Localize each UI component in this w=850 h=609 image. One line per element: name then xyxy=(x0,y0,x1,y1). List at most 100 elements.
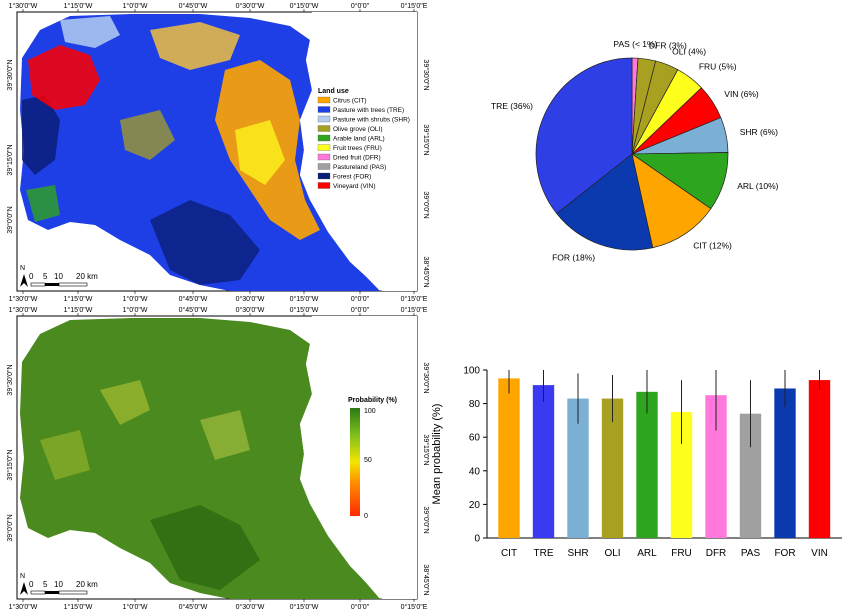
longitude-label-bottom: 1°0'0"W xyxy=(123,603,148,609)
longitude-ticks-top-map: 1°30'0"W 1°30'0"W 1°15'0"W 1°15'0"W 1°0'0"W 1… xyxy=(9,2,428,303)
latitude-ticks-left-top-map: 39°30'0"N 39°15'0"N 39°0'0"N xyxy=(6,59,14,233)
latitude-label: 39°15'0"N xyxy=(422,124,430,155)
pie-slice xyxy=(556,153,654,251)
longitude-label-bottom: 0°15'0"E xyxy=(401,295,428,303)
x-tick-label: TRE xyxy=(534,548,554,559)
longitude-label-top: 1°15'0"W xyxy=(64,2,93,10)
latitude-ticks-left-bottom-map: 39°30'0"N 39°15'0"N 39°0'0"N xyxy=(6,364,14,541)
longitude-label-top: 0°15'0"E xyxy=(401,2,428,10)
scale-label: 20 km xyxy=(76,580,98,589)
longitude-label-top: 1°15'0"W xyxy=(64,306,93,314)
y-tick-label: 60 xyxy=(469,433,481,444)
longitude-label-bottom: 0°0'0" xyxy=(351,295,370,303)
scale-label: 5 xyxy=(43,272,48,281)
longitude-label-top: 0°0'0" xyxy=(351,2,370,10)
bar xyxy=(636,391,658,538)
x-tick-label: OLI xyxy=(604,548,620,559)
x-tick-label: VIN xyxy=(811,548,828,559)
longitude-label-top: 0°30'0"W xyxy=(236,2,265,10)
scale-label: 10 xyxy=(54,272,63,281)
scale-bar: 0 5 10 20 km xyxy=(29,272,98,287)
forest-patch xyxy=(22,95,60,175)
longitude-label-top: 0°30'0"W xyxy=(236,306,265,314)
x-tick-label: PAS xyxy=(741,548,761,559)
longitude-label-top: 1°30'0"W xyxy=(9,306,38,314)
longitude-label-bottom: 0°0'0" xyxy=(351,603,370,609)
pie-slice-label: CIT (12%) xyxy=(693,240,732,250)
latitude-label: 39°0'0"N xyxy=(6,514,14,541)
probability-legend-title: Probability (%) xyxy=(348,397,397,404)
bar xyxy=(567,398,589,538)
longitude-label-bottom: 0°30'0"W xyxy=(236,603,265,609)
north-arrow: N xyxy=(20,573,28,595)
longitude-label-bottom: 0°45'0"W xyxy=(179,295,208,303)
landuse-legend-swatch xyxy=(317,115,331,123)
probability-legend: Probability (%) 100 50 0 xyxy=(348,397,397,520)
y-axis-label: Mean probability (%) xyxy=(431,404,443,505)
landuse-legend-swatch xyxy=(317,96,331,104)
longitude-label-bottom: 0°30'0"W xyxy=(236,295,265,303)
scale-label: 10 xyxy=(54,580,63,589)
bar xyxy=(739,413,762,538)
latitude-label: 39°30'0"N xyxy=(6,364,14,395)
longitude-label-bottom: 1°15'0"W xyxy=(64,295,93,303)
landuse-legend-label: Arable land (ARL) xyxy=(333,136,385,143)
landuse-legend-swatch xyxy=(317,125,331,132)
latitude-ticks-right-top-map: 39°30'0"N 39°15'0"N 39°0'0"N 38°45'0"N xyxy=(422,59,430,287)
x-tick-label: FOR xyxy=(774,548,795,559)
x-tick-label: FRU xyxy=(671,548,692,559)
landuse-legend-label: Fruit trees (FRU) xyxy=(333,145,382,152)
coastline-sea xyxy=(300,12,417,291)
y-tick-label: 20 xyxy=(469,500,481,511)
landuse-legend-swatch xyxy=(317,106,331,113)
medium-probability-patch xyxy=(40,430,90,480)
north-label: N xyxy=(20,265,25,272)
longitude-label-top: 0°15'0"E xyxy=(401,306,428,314)
latitude-label: 39°15'0"N xyxy=(6,449,14,480)
medium-probability-patch xyxy=(200,410,250,460)
latitude-label: 38°45'0"N xyxy=(422,256,430,287)
landuse-legend-label: Pastureland (PAS) xyxy=(333,164,386,171)
bar xyxy=(774,388,796,538)
bar xyxy=(670,412,693,538)
pie-slice-label: FOR (18%) xyxy=(552,253,595,263)
latitude-label: 39°30'0"N xyxy=(6,59,14,90)
longitude-label-top: 1°0'0"W xyxy=(123,2,148,10)
longitude-label-bottom: 0°45'0"W xyxy=(179,603,208,609)
bar xyxy=(808,380,831,538)
probability-map: 1°30'0"W 1°30'0"W 1°15'0"W 1°15'0"W 1°0'0"W 1… xyxy=(6,306,430,609)
latitude-label: 39°0'0"N xyxy=(6,206,14,233)
latitude-label: 39°0'0"N xyxy=(422,506,430,533)
scale-label: 0 xyxy=(29,580,34,589)
pie-chart: PAS (< 1%)DFR (3%)OLI (4%) FRU (5%) VIN (6… xyxy=(491,39,779,263)
pie-slice-label: ARL (10%) xyxy=(737,181,778,191)
shrub-patch xyxy=(60,16,120,48)
probability-color-ramp xyxy=(350,408,360,516)
pie-slice xyxy=(631,153,712,249)
landuse-legend-label: Vineyard (VIN) xyxy=(333,183,376,190)
longitude-label-top: 1°0'0"W xyxy=(123,306,148,314)
medium-probability-patch xyxy=(100,380,150,425)
citrus-patch xyxy=(150,22,240,70)
longitude-label-top: 0°15'0"W xyxy=(290,306,319,314)
landuse-legend: Land use Citrus (CIT) Pasture with trees … xyxy=(317,88,410,190)
latitude-label: 38°45'0"N xyxy=(422,564,430,595)
north-label: N xyxy=(20,573,25,580)
arable-patch xyxy=(26,185,60,222)
pie-slice-label: PAS (< 1%) xyxy=(613,39,657,49)
bar xyxy=(601,398,624,538)
pie-slice-label: TRE (36%) xyxy=(491,101,533,111)
longitude-label-bottom: 1°30'0"W xyxy=(9,295,38,303)
pie-slice-label: VIN (6%) xyxy=(724,89,759,99)
y-tick-label: 40 xyxy=(469,466,481,477)
latitude-label: 39°30'0"N xyxy=(422,362,430,393)
y-tick-label: 0 xyxy=(474,534,480,545)
x-tick-label: DFR xyxy=(706,548,727,559)
y-tick-label: 100 xyxy=(463,366,480,377)
latitude-label: 39°30'0"N xyxy=(422,59,430,90)
probability-tick: 100 xyxy=(364,408,376,415)
vineyard-patch xyxy=(28,45,100,110)
latitude-label: 39°0'0"N xyxy=(422,191,430,218)
landuse-legend-label: Citrus (CIT) xyxy=(333,98,367,105)
